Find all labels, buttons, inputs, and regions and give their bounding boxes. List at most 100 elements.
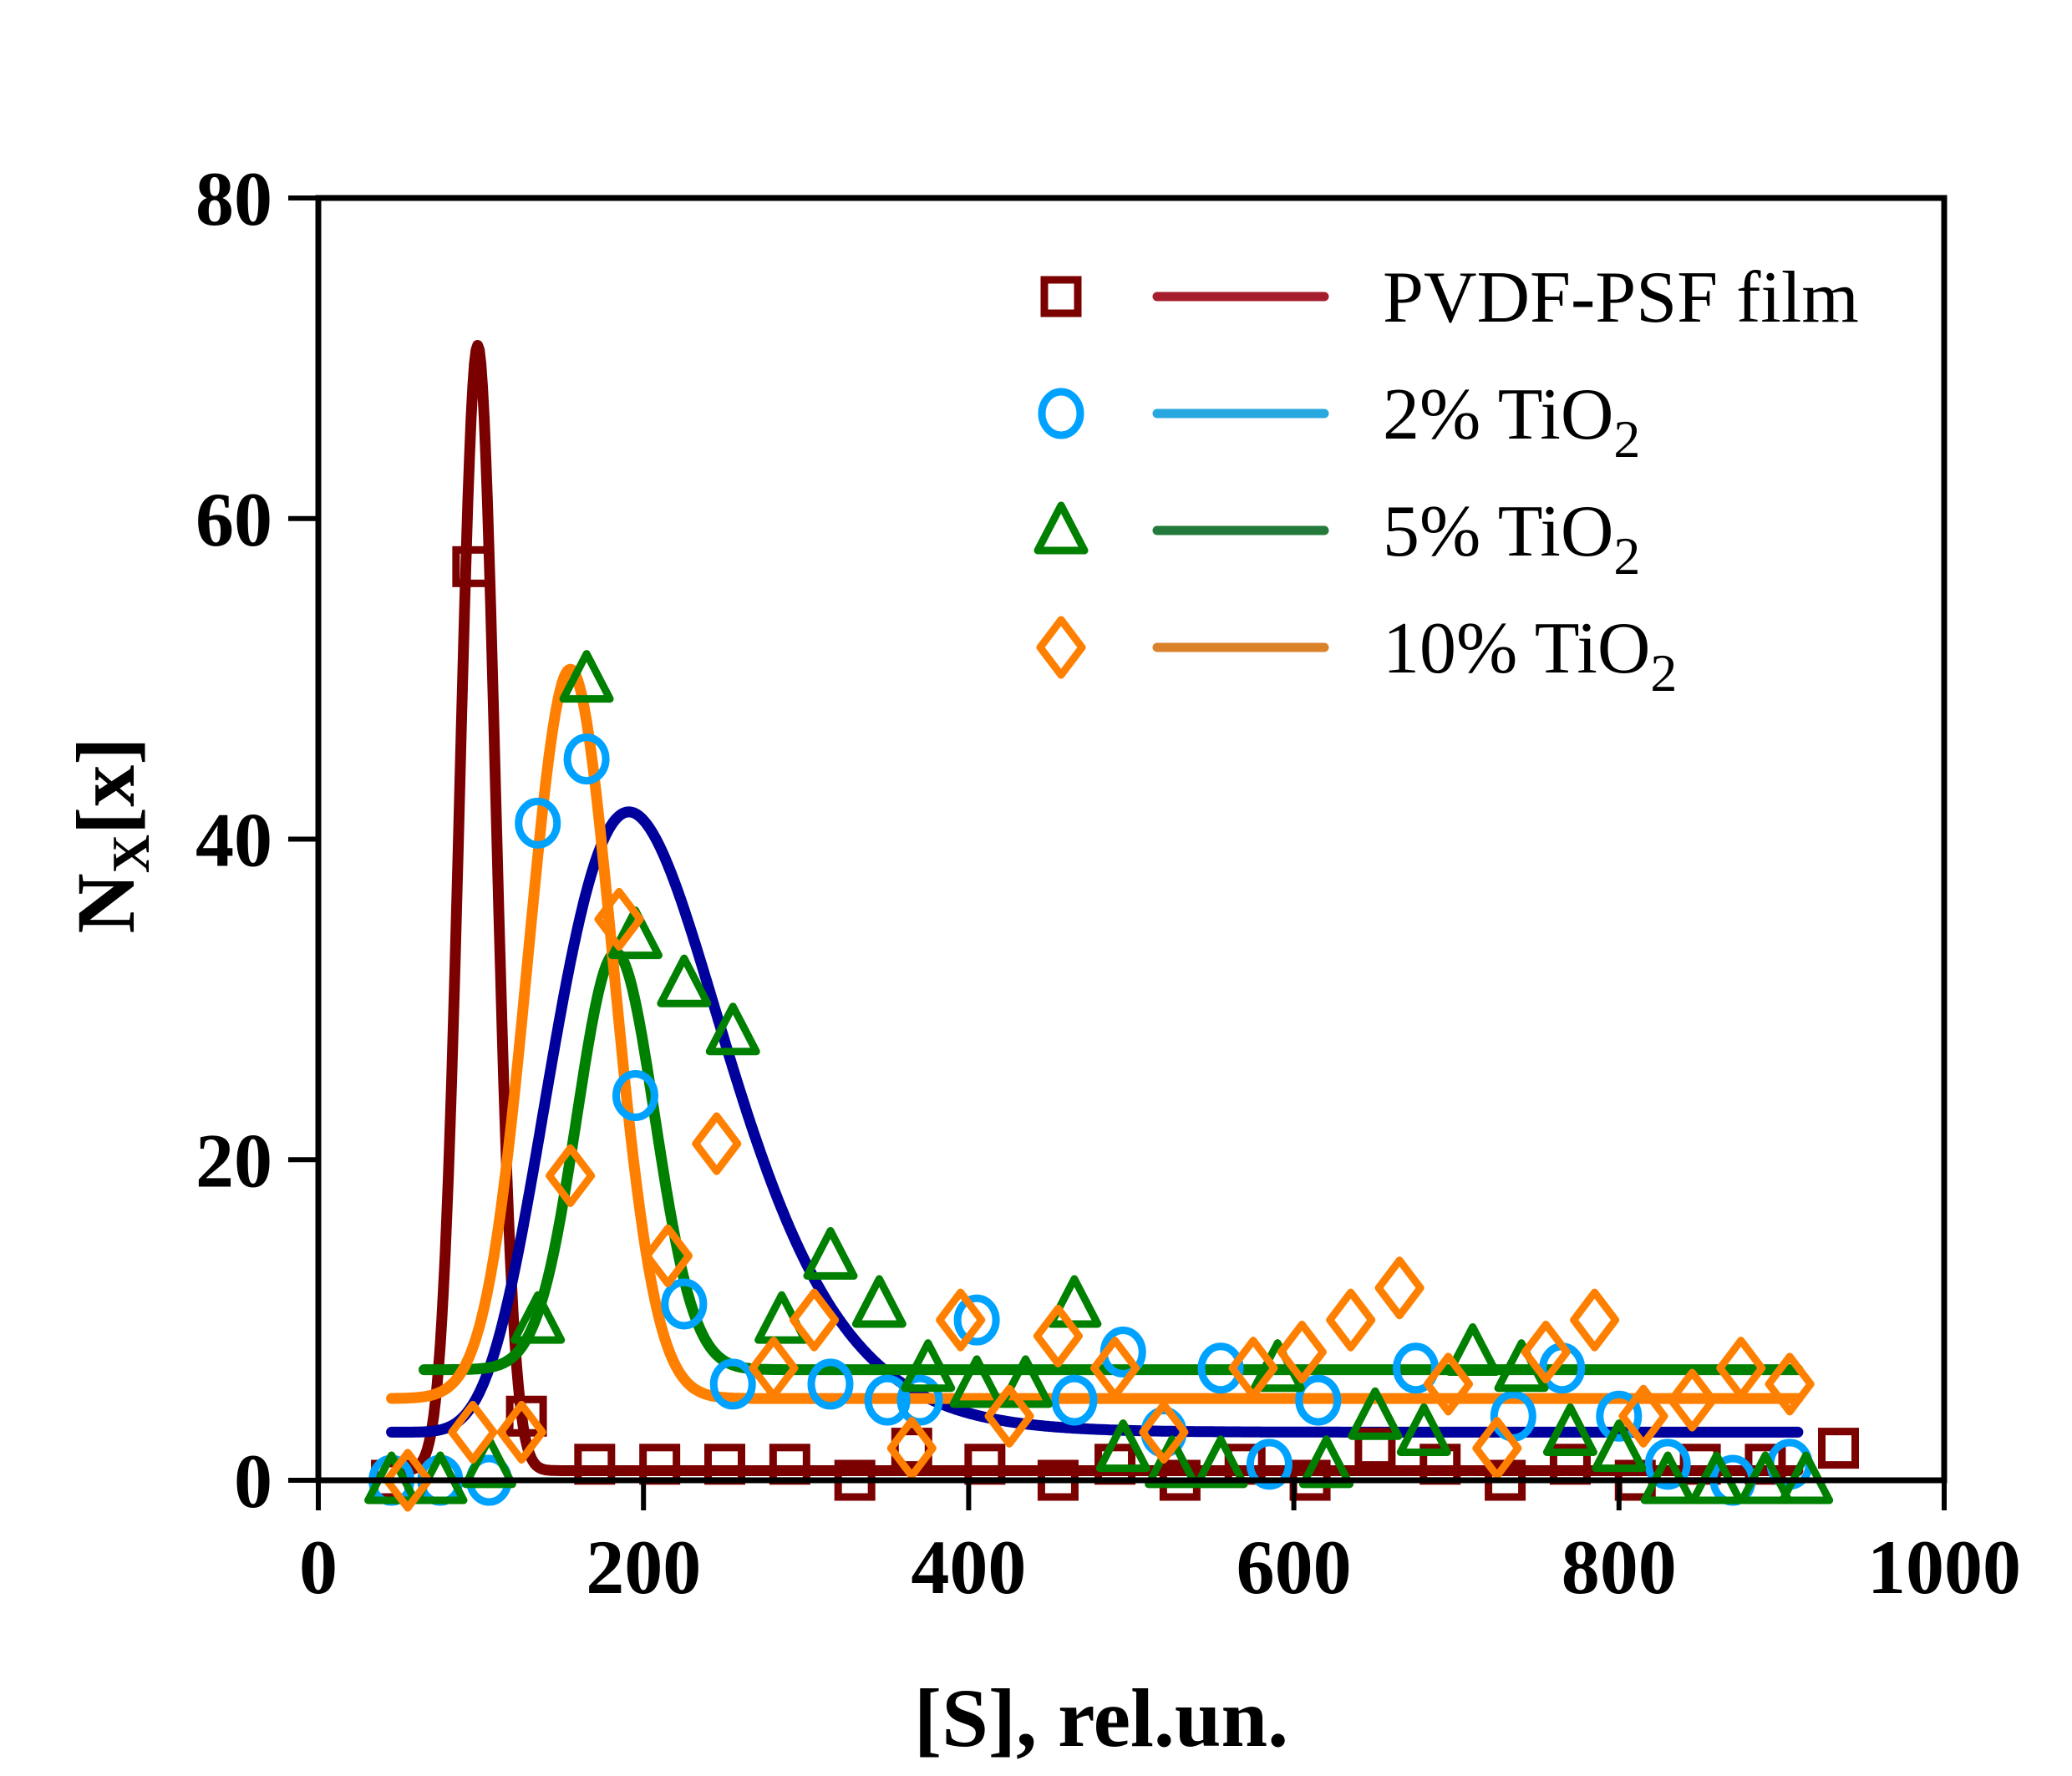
legend-marker-square — [1040, 276, 1082, 317]
data-point-circle — [661, 1278, 708, 1330]
x-tick-label: 400 — [911, 1525, 1026, 1610]
data-point-diamond — [1570, 1288, 1620, 1352]
data-point-triangle — [803, 1226, 858, 1280]
data-point-circle — [807, 1358, 854, 1410]
data-point-triangle — [657, 954, 712, 1007]
data-point-diamond — [1618, 1384, 1668, 1448]
data-point-diamond — [886, 1417, 937, 1480]
data-point-triangle — [705, 1002, 760, 1056]
legend-marker-circle — [1038, 388, 1084, 439]
data-point-circle — [1644, 1439, 1691, 1490]
data-point-triangle — [1193, 1435, 1248, 1489]
y-tick-label: 60 — [196, 477, 272, 562]
data-point-triangle — [1396, 1403, 1451, 1456]
data-point-square — [1818, 1428, 1860, 1469]
data-point-triangle — [901, 1339, 956, 1393]
data-point-diamond — [594, 887, 644, 951]
data-point-diamond — [1716, 1337, 1766, 1400]
legend-label-main: 5% TiO — [1383, 491, 1613, 572]
legend-label: 10% TiO2 — [1383, 608, 1677, 703]
data-point-diamond — [1472, 1417, 1522, 1480]
y-axis-title-sub: X — [101, 835, 160, 873]
data-point-diamond — [1139, 1400, 1189, 1464]
data-point-diamond — [984, 1384, 1034, 1448]
data-point-triangle — [851, 1275, 906, 1328]
data-point-diamond — [1326, 1288, 1376, 1352]
y-axis-ticks: 0 20 40 60 80 — [196, 156, 318, 1524]
legend-label-main: 10% TiO — [1383, 608, 1650, 689]
data-point-triangle — [1299, 1435, 1354, 1489]
plot-border — [315, 195, 1948, 1484]
data-point-diamond — [692, 1112, 742, 1175]
legend-label-main: 2% TiO — [1383, 374, 1613, 455]
y-tick-label: 40 — [196, 798, 272, 883]
data-point-circle — [896, 1374, 943, 1426]
legend-item: 2% TiO2 — [1038, 374, 1640, 469]
legend-label-main: PVDF-PSF film — [1383, 257, 1859, 338]
data-point-diamond — [642, 1224, 693, 1287]
data-point-diamond — [1228, 1337, 1278, 1400]
data-point-diamond — [1374, 1256, 1424, 1320]
legend-label-subscript: 2 — [1613, 526, 1640, 586]
fit-line-2-tio2 — [386, 806, 1804, 1438]
fit-line-10-tio2 — [386, 663, 1804, 1404]
data-point-triangle — [559, 650, 614, 703]
data-point-triangle — [1348, 1387, 1403, 1440]
data-point-diamond — [1090, 1337, 1140, 1400]
x-tick-label: 1000 — [1867, 1525, 2021, 1610]
data-point-circle — [1246, 1439, 1292, 1490]
data-point-diamond — [790, 1288, 840, 1352]
data-point-circle — [1051, 1374, 1098, 1426]
data-point-diamond — [1521, 1321, 1571, 1383]
legend-label: 2% TiO2 — [1383, 374, 1640, 469]
data-point-circle — [1295, 1374, 1342, 1426]
data-point-triangle — [1542, 1403, 1597, 1456]
legend-marker-diamond — [1036, 616, 1086, 679]
legend-label-subscript: 2 — [1613, 409, 1640, 469]
data-point-triangle — [510, 1291, 566, 1344]
data-point-diamond — [1765, 1352, 1815, 1416]
data-point-circle — [1197, 1342, 1244, 1394]
x-tick-label: 200 — [586, 1525, 701, 1610]
data-point-triangle — [1095, 1419, 1150, 1473]
data-point-triangle — [1592, 1419, 1647, 1473]
data-point-triangle — [607, 906, 663, 960]
data-point-diamond — [1033, 1304, 1083, 1368]
data-point-diamond — [749, 1337, 799, 1400]
data-point-diamond — [1277, 1321, 1327, 1383]
y-tick-label: 80 — [196, 156, 272, 241]
legend-item: 10% TiO2 — [1036, 608, 1677, 703]
x-axis-title: [S], rel.un. — [914, 1672, 1288, 1764]
y-axis-title: NX[x] — [59, 737, 160, 933]
data-point-circle — [563, 733, 610, 785]
data-point-square — [452, 545, 494, 587]
legend-label-subscript: 2 — [1650, 643, 1677, 703]
data-point-triangle — [461, 1435, 516, 1489]
x-tick-label: 600 — [1237, 1525, 1352, 1610]
legend-marker-triangle — [1033, 501, 1089, 555]
data-point-triangle — [1445, 1323, 1501, 1376]
data-point-circle — [709, 1358, 756, 1410]
data-point-circle — [864, 1374, 911, 1426]
data-point-circle — [612, 1070, 658, 1121]
plot-frame — [315, 195, 1948, 1484]
data-point-circle — [1596, 1390, 1643, 1442]
data-point-triangle — [1145, 1435, 1200, 1489]
y-tick-label: 20 — [196, 1118, 272, 1203]
data-point-diamond — [546, 1144, 596, 1207]
legend-item: PVDF-PSF film — [1040, 257, 1859, 338]
data-point-circle — [953, 1294, 1000, 1346]
data-point-diamond — [448, 1400, 498, 1464]
legend-label: 5% TiO2 — [1383, 491, 1640, 586]
svg-text:NX[x]: NX[x] — [59, 737, 160, 933]
data-point-triangle — [949, 1355, 1004, 1408]
legend-label: PVDF-PSF film — [1383, 257, 1859, 338]
x-tick-label: 0 — [299, 1525, 338, 1610]
y-tick-label: 0 — [234, 1439, 272, 1524]
data-point-diamond — [496, 1400, 546, 1464]
data-point-diamond — [1423, 1352, 1473, 1416]
data-point-circle — [515, 797, 561, 849]
x-axis-ticks: 0 200 400 600 800 1000 — [299, 1480, 2021, 1610]
y-axis-title-tail: [x] — [59, 737, 152, 835]
